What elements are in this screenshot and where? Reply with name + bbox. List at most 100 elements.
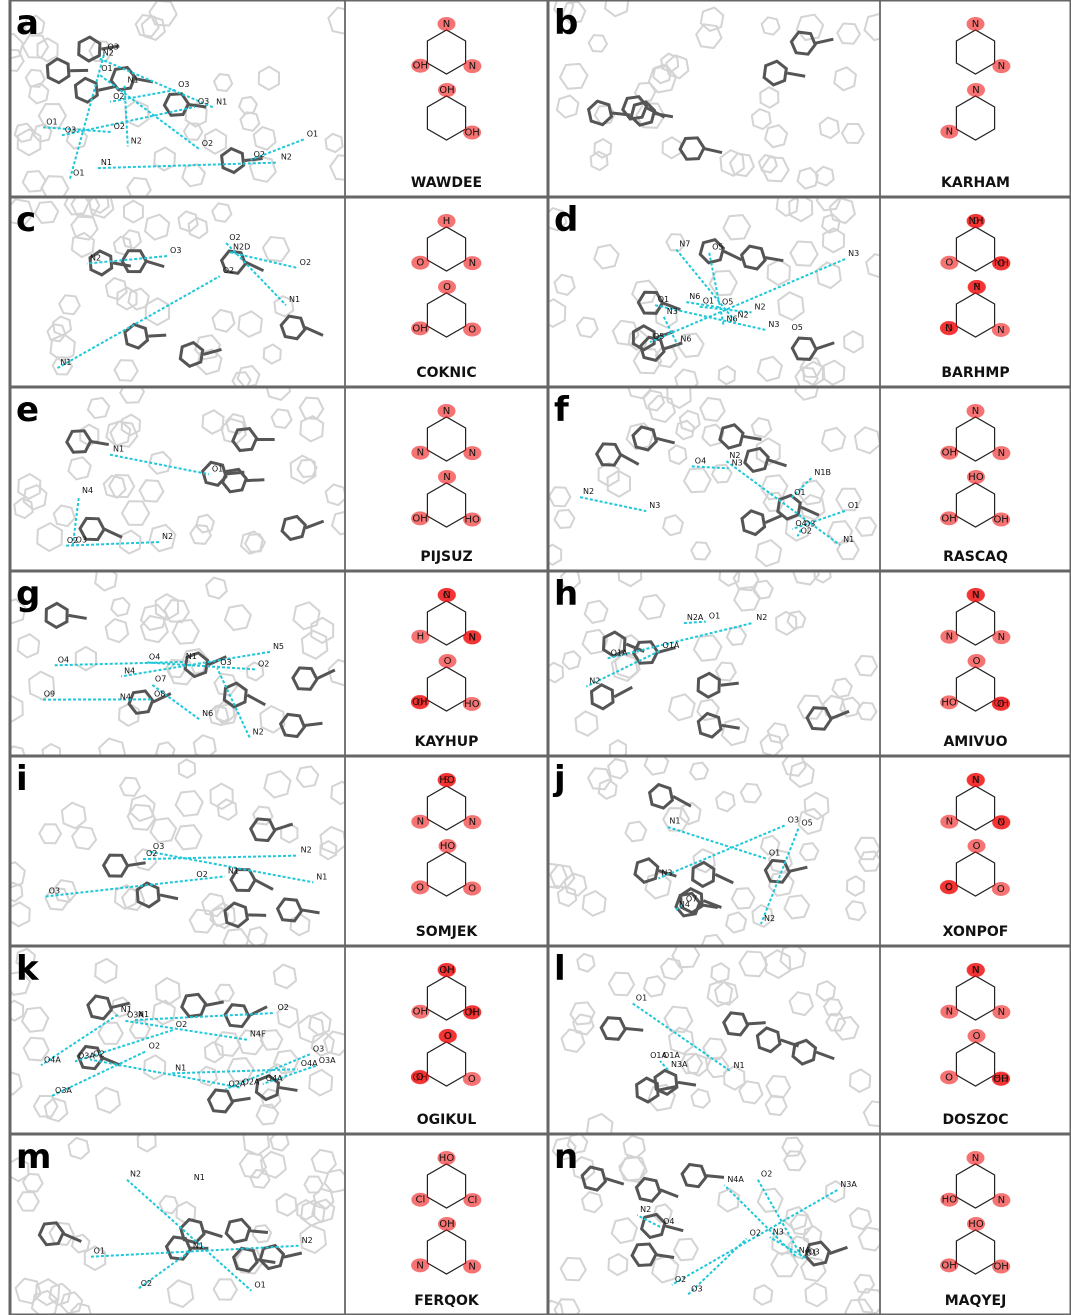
sketch-atom-label: H <box>443 216 451 227</box>
sketch-ring <box>956 483 994 527</box>
refcode: WAWDEE <box>411 175 482 191</box>
atom-label: O1 <box>848 501 859 510</box>
atom-label: O3 <box>178 80 189 89</box>
atom-label: N1 <box>316 872 327 881</box>
atom-label: N2 <box>281 153 292 162</box>
sketch-atom-label: O <box>973 1031 981 1042</box>
atom-label: O2 <box>300 258 311 267</box>
atom-label: O2 <box>761 1170 772 1179</box>
atom-label: O5 <box>791 323 802 332</box>
panel-letter: c <box>16 200 36 240</box>
sketch-atom-label: N <box>998 1007 1005 1018</box>
sketch-atom-label: HO <box>968 472 984 483</box>
bond <box>721 683 739 685</box>
atom-label: O2 <box>93 1050 104 1059</box>
sketch-ring <box>956 852 994 896</box>
molecule-sketch: ONHNNOOHOOH <box>411 588 482 711</box>
sketch-atom-label: OH <box>439 85 454 96</box>
sketch-ring <box>956 667 994 711</box>
atom-label: N2 <box>131 136 142 145</box>
atom-label: N1 <box>228 866 239 875</box>
crystal-structure: N6O5O1N2N3O5N3N6N6O5N7N2N3O1O5 <box>541 188 889 392</box>
refcode: PIJSUZ <box>420 549 472 565</box>
sketch-atom-label: H <box>417 632 425 643</box>
sketch-atom-label: N <box>469 817 476 828</box>
bond <box>748 1023 766 1024</box>
molecule-sketch: NNNN <box>940 17 1010 140</box>
sketch-ring <box>427 483 465 527</box>
sketch-atom-label: O <box>416 1072 424 1083</box>
atom-label: O2 <box>223 266 234 275</box>
sketch-atom-label: N <box>469 258 476 269</box>
atom-label: O4 <box>58 655 69 664</box>
atom-label: N1 <box>669 817 680 826</box>
panel-letter: g <box>16 574 40 614</box>
sketch-ring <box>427 30 465 74</box>
atom-label: O2 <box>176 1020 187 1029</box>
atom-label: N1 <box>734 1061 745 1070</box>
panel-letter: l <box>554 949 566 989</box>
sketch-atom-label: O <box>416 258 424 269</box>
atom-label: O5 <box>722 297 733 306</box>
atom-label: O2A <box>243 1078 260 1087</box>
structure-background <box>10 0 345 197</box>
atom-label: O3 <box>220 658 231 667</box>
atom-label: O4 <box>663 1217 674 1226</box>
panel: O1N1N3AO1AO1AlNNNNHOOOOHDOSZOC <box>548 943 1071 1141</box>
atom-label: N1 <box>289 295 300 304</box>
sketch-atom-label: HO <box>941 697 957 708</box>
sketch-ring <box>956 601 994 645</box>
sketch-ring <box>956 1230 994 1274</box>
sketch-atom-label: OH <box>412 697 427 708</box>
structure-background <box>548 946 880 1134</box>
atom-label: N1 <box>121 1005 132 1014</box>
atom-label: N2 <box>738 311 749 320</box>
atom-label: N6 <box>680 335 691 344</box>
atom-label: O1 <box>212 464 223 473</box>
molecule-sketch: NNOHOHOH <box>411 17 481 140</box>
atom-label: O1 <box>254 1281 265 1290</box>
atom-label: O5 <box>712 242 723 251</box>
sketch-atom-label: N <box>443 590 450 601</box>
sketch-atom-label: N <box>417 817 424 828</box>
panel: O3N4N2O2N1O1eNNNNHOOHPIJSUZ <box>10 376 548 571</box>
atom-label: O1A <box>650 1051 667 1060</box>
atom-label: N1 <box>101 158 112 167</box>
crystal-structure: N1O4AN1O2O3O2AO3AO2O2AO2O3AO4AN4FO3AN1O4… <box>0 946 348 1134</box>
atom-label: O3 <box>65 125 76 134</box>
bond <box>148 335 166 336</box>
atom-label: N3 <box>768 320 779 329</box>
sketch-atom-label: OH <box>413 61 428 72</box>
sketch-atom-label: OH <box>941 513 956 524</box>
atom-label: N1 <box>60 358 71 367</box>
atom-label: N4 <box>82 486 93 495</box>
atom-label: N2D <box>233 242 250 251</box>
sketch-ring <box>427 786 465 830</box>
sketch-atom-label: OH <box>464 128 479 139</box>
sketch-atom-label: OH <box>412 323 427 334</box>
panel: N6O7O8O9N5N4O4N1N2O3O2O4N4gONHNNOOHOOHKA… <box>0 568 548 766</box>
atom-label: O3 <box>107 43 118 52</box>
atom-label: N4 <box>120 693 131 702</box>
atom-label: N1 <box>113 445 124 454</box>
sketch-atom-label: O <box>997 699 1005 710</box>
sketch-ring <box>427 852 465 896</box>
sketch-atom-label: O <box>945 1072 953 1083</box>
panel: N1O4AN1O2O3O2AO3AO2O2AO2O3AO4AN4FO3AN1O4… <box>0 946 548 1134</box>
bond <box>612 113 630 115</box>
sketch-atom-label: N <box>469 61 476 72</box>
molecule-sketch: ONHONHOOPNNN <box>940 214 1011 337</box>
sketch-atom-label: Cl <box>468 1195 478 1206</box>
sketch-atom-label: HO <box>464 515 480 526</box>
refcode: KARHAM <box>941 175 1010 191</box>
atom-label: N1 <box>194 1173 205 1182</box>
crystal-structure: N2N1O3O2O1O3O2O1N1N2O1O2O3O3O2O1N1N2 <box>0 0 357 200</box>
crystal-structure: N1BO1O4N3N2N1O3O2N2N3O1O4 <box>544 376 880 571</box>
panel-letter: f <box>554 390 570 430</box>
sketch-atom-label: O <box>997 259 1005 270</box>
sketch-atom-label: N <box>469 448 476 459</box>
atom-label: O1 <box>703 297 714 306</box>
atom-label: N1 <box>186 652 197 661</box>
panel: O3N1O2N2O3N1O2iSNNHOOOHOSOMJEK <box>0 756 548 952</box>
atom-label: N3 <box>773 1227 784 1236</box>
